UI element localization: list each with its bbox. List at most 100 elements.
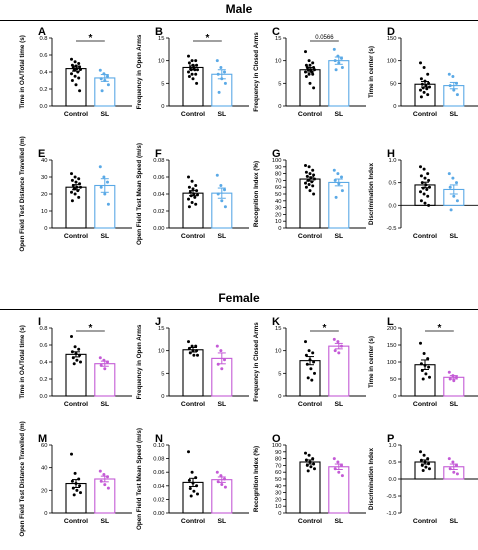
- data-point: [72, 362, 76, 366]
- data-point: [103, 79, 107, 82]
- data-point: [427, 178, 431, 182]
- y-tick-label: 10: [275, 59, 281, 65]
- data-point: [420, 369, 424, 372]
- y-axis-label: Open Field Test Mean Speed (m/s): [136, 428, 143, 530]
- y-tick-label: 20: [275, 497, 281, 503]
- data-point: [70, 178, 74, 182]
- data-point: [310, 180, 314, 184]
- data-point: [312, 192, 316, 196]
- data-point: [189, 68, 193, 72]
- y-tick-label: 0.02: [153, 209, 164, 215]
- data-point: [304, 163, 307, 167]
- data-point: [419, 341, 422, 345]
- data-point: [308, 81, 312, 85]
- data-point: [423, 460, 427, 464]
- data-point: [220, 482, 224, 486]
- y-tick-label: 20: [41, 488, 47, 494]
- data-point: [419, 450, 422, 454]
- data-point: [337, 61, 341, 65]
- y-tick-label: 100: [272, 443, 282, 449]
- data-point: [187, 340, 190, 344]
- data-point: [305, 362, 309, 366]
- data-point: [99, 77, 103, 81]
- data-point: [304, 181, 307, 185]
- data-point: [304, 170, 308, 174]
- data-point: [309, 367, 313, 371]
- data-point: [311, 457, 315, 461]
- data-point: [428, 375, 431, 379]
- bar-sl: [94, 77, 116, 107]
- panel-label: G: [272, 148, 281, 160]
- data-point: [313, 68, 316, 72]
- y-tick-label: 0: [393, 104, 396, 110]
- data-point: [419, 174, 423, 178]
- y-tick-label: 10: [275, 349, 281, 355]
- data-point: [312, 65, 316, 69]
- chart-panel-i: I Time in OA/Total time (s) 0.0 0.2 0.4 0.6 0.…: [19, 316, 132, 408]
- bar-control: [182, 481, 204, 514]
- y-tick-label: 15: [158, 36, 164, 42]
- data-point: [223, 205, 227, 209]
- data-point: [215, 173, 219, 177]
- y-tick-label: 20: [275, 212, 281, 218]
- y-axis-label: Frequency in Closed Arms: [253, 322, 260, 402]
- data-point: [98, 469, 102, 473]
- y-tick-label: -1.0: [387, 511, 397, 517]
- y-axis-label: Open Field Test Mean Speed (m/s): [136, 143, 143, 245]
- y-tick-label: 80: [275, 172, 281, 178]
- data-point: [195, 63, 199, 67]
- data-point: [102, 72, 106, 76]
- data-point: [223, 485, 227, 489]
- data-point: [312, 86, 316, 90]
- data-point: [427, 203, 431, 207]
- data-point: [74, 83, 78, 87]
- chart-panel-o: O Recognition Index (%) 010203040506070809…: [253, 433, 366, 525]
- y-tick-label: 0.8: [39, 36, 47, 42]
- data-point: [310, 378, 314, 382]
- data-point: [70, 350, 74, 354]
- x-tick-label: Control: [181, 233, 205, 240]
- data-point: [72, 187, 76, 191]
- data-point: [426, 93, 430, 97]
- data-point: [219, 349, 223, 353]
- y-tick-label: 0.4: [39, 360, 48, 366]
- data-point: [187, 450, 190, 454]
- data-point: [191, 481, 195, 485]
- data-point: [304, 70, 307, 74]
- panel-label: F: [155, 148, 162, 160]
- data-point: [451, 460, 455, 464]
- data-point: [196, 492, 199, 496]
- section-rule-female: [0, 309, 478, 310]
- data-point: [70, 452, 73, 456]
- data-point: [77, 195, 81, 199]
- data-point: [337, 470, 341, 474]
- x-tick-label: SL: [334, 518, 343, 525]
- y-tick-label: 50: [390, 377, 396, 383]
- x-tick-label: Control: [64, 401, 88, 408]
- data-point: [70, 63, 74, 67]
- data-point: [306, 469, 310, 473]
- data-point: [187, 61, 191, 65]
- section-title-male: Male: [225, 2, 253, 16]
- data-point: [419, 165, 422, 169]
- y-tick-label: 70: [275, 463, 281, 469]
- data-point: [187, 197, 190, 201]
- bar-control: [414, 83, 436, 107]
- data-point: [422, 352, 426, 355]
- data-point: [422, 167, 426, 171]
- data-point: [77, 76, 81, 80]
- chart-panel-h: H Discrimination Index -0.5 0.0 0.5 1.0 Contro…: [368, 148, 478, 240]
- data-point: [78, 353, 82, 357]
- data-point: [188, 65, 192, 69]
- data-point: [419, 88, 422, 92]
- data-point: [79, 67, 82, 71]
- y-tick-label: 0: [278, 226, 281, 232]
- data-point: [188, 351, 192, 355]
- data-point: [306, 68, 310, 72]
- data-point: [448, 84, 452, 88]
- y-tick-label: 80: [275, 457, 281, 463]
- data-point: [191, 77, 195, 81]
- panel-label: L: [387, 316, 394, 328]
- panel-label: H: [387, 148, 395, 160]
- data-point: [426, 457, 430, 461]
